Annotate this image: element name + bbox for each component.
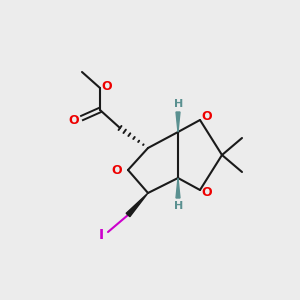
Text: O: O <box>202 110 212 124</box>
Text: O: O <box>69 113 79 127</box>
Polygon shape <box>176 178 180 198</box>
Text: O: O <box>112 164 122 178</box>
Text: O: O <box>202 187 212 200</box>
Polygon shape <box>126 193 148 217</box>
Text: H: H <box>174 99 184 109</box>
Text: I: I <box>98 228 104 242</box>
Polygon shape <box>176 112 180 132</box>
Text: O: O <box>102 80 112 94</box>
Text: H: H <box>174 201 184 211</box>
